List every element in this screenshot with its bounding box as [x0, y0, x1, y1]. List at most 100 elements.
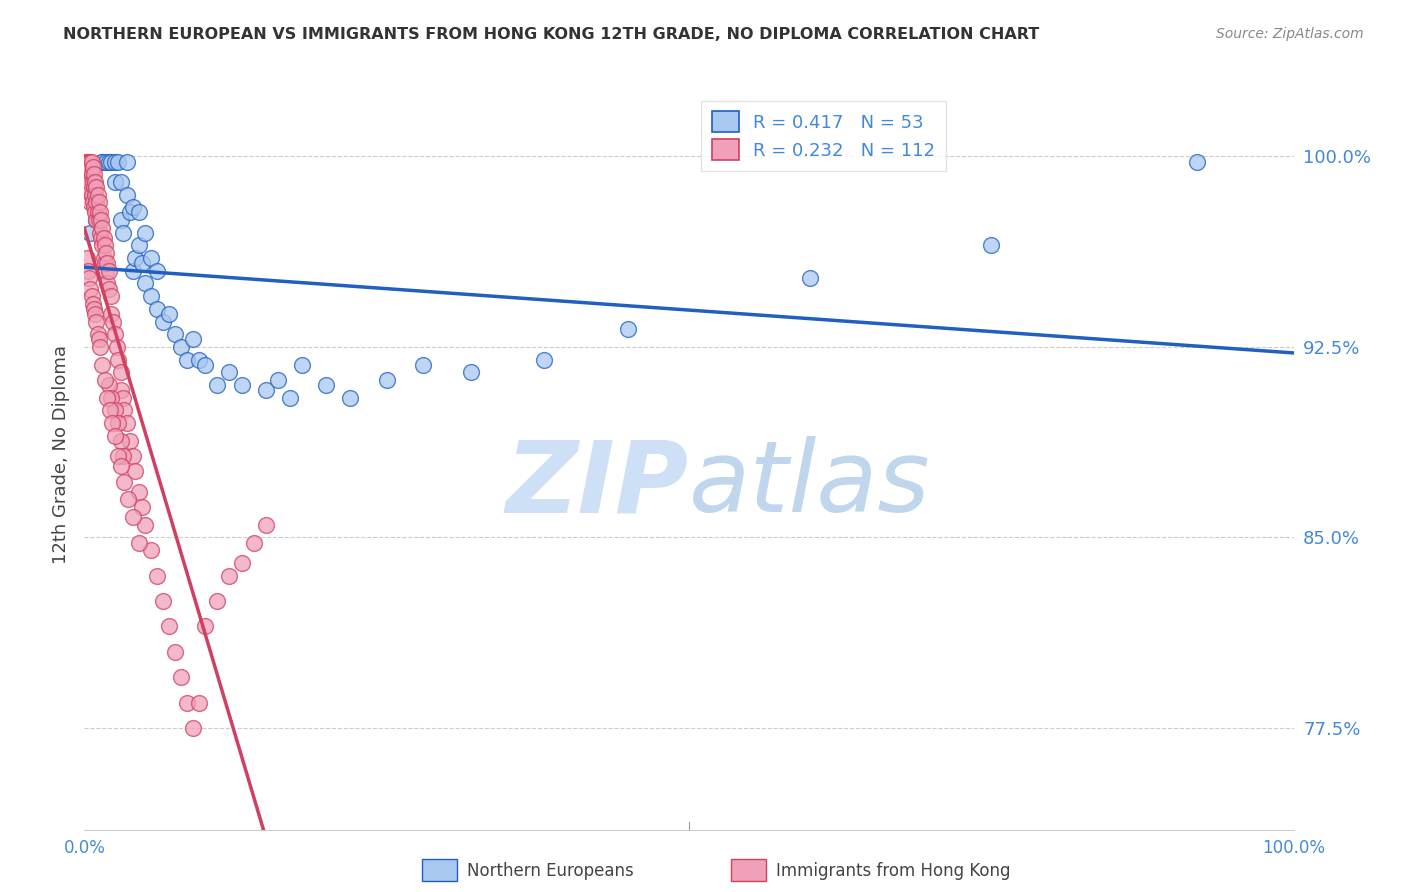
Text: atlas: atlas: [689, 436, 931, 533]
Point: [79, 175, 101, 189]
Point: [97, 264, 120, 278]
Point: [165, 645, 187, 659]
Point: [110, 365, 132, 379]
Point: [79, 281, 101, 295]
Point: [157, 619, 180, 633]
Point: [110, 434, 132, 448]
Point: [94, 246, 117, 260]
Point: [128, 484, 150, 499]
Point: [91, 154, 114, 169]
Point: [97, 378, 120, 392]
Point: [375, 373, 398, 387]
Point: [76, 180, 98, 194]
Point: [194, 358, 217, 372]
Point: [104, 175, 127, 189]
Point: [83, 301, 105, 316]
Point: [77, 185, 100, 199]
Point: [146, 568, 169, 582]
Point: [94, 373, 117, 387]
Point: [165, 327, 187, 342]
Point: [128, 238, 150, 252]
Point: [97, 154, 120, 169]
Point: [134, 517, 156, 532]
Point: [181, 721, 204, 735]
Point: [91, 154, 114, 169]
Point: [90, 231, 112, 245]
Point: [77, 154, 100, 169]
Point: [112, 226, 135, 240]
Point: [181, 332, 204, 346]
Point: [188, 696, 211, 710]
Point: [533, 352, 555, 367]
Point: [79, 154, 101, 169]
Point: [120, 434, 142, 448]
Point: [121, 264, 143, 278]
Point: [112, 403, 135, 417]
Point: [107, 416, 129, 430]
Point: [82, 297, 104, 311]
Point: [94, 264, 117, 278]
Text: Source: ZipAtlas.com: Source: ZipAtlas.com: [1216, 27, 1364, 41]
Point: [75, 154, 97, 169]
Point: [176, 352, 198, 367]
Point: [110, 213, 132, 227]
Point: [100, 307, 122, 321]
Point: [79, 195, 101, 210]
Point: [83, 200, 105, 214]
Point: [131, 500, 153, 514]
Point: [110, 383, 132, 397]
Point: [77, 264, 100, 278]
Point: [86, 327, 108, 342]
Point: [96, 277, 118, 291]
Point: [124, 251, 146, 265]
Point: [115, 154, 138, 169]
Point: [98, 403, 121, 417]
Point: [79, 226, 101, 240]
Point: [94, 256, 117, 270]
Point: [80, 187, 103, 202]
Point: [291, 358, 314, 372]
Legend: R = 0.417   N = 53, R = 0.232   N = 112: R = 0.417 N = 53, R = 0.232 N = 112: [700, 101, 946, 171]
Point: [128, 535, 150, 549]
Point: [80, 289, 103, 303]
Point: [89, 340, 111, 354]
Point: [82, 160, 104, 174]
Point: [121, 449, 143, 463]
Point: [103, 315, 125, 329]
Point: [86, 213, 108, 227]
Point: [86, 187, 108, 202]
Point: [104, 403, 127, 417]
Text: Northern Europeans: Northern Europeans: [467, 862, 634, 880]
Point: [157, 307, 180, 321]
Point: [218, 568, 240, 582]
Point: [101, 416, 124, 430]
Point: [104, 154, 127, 169]
Point: [104, 327, 127, 342]
Point: [77, 271, 100, 285]
Point: [115, 416, 138, 430]
Point: [104, 429, 127, 443]
Point: [134, 277, 156, 291]
Point: [146, 264, 169, 278]
Point: [194, 619, 217, 633]
Point: [152, 594, 174, 608]
Point: [242, 535, 264, 549]
Point: [84, 307, 107, 321]
Point: [77, 180, 100, 194]
Point: [139, 289, 162, 303]
Point: [207, 594, 229, 608]
Point: [128, 205, 150, 219]
Point: [97, 281, 120, 295]
Point: [107, 154, 129, 169]
Point: [96, 256, 118, 270]
Point: [77, 162, 100, 177]
Point: [267, 373, 290, 387]
Point: [124, 465, 146, 479]
Point: [77, 154, 100, 169]
Point: [105, 340, 128, 354]
Point: [412, 358, 434, 372]
Point: [139, 543, 162, 558]
Point: [100, 154, 122, 169]
Point: [84, 205, 107, 219]
Point: [87, 332, 110, 346]
